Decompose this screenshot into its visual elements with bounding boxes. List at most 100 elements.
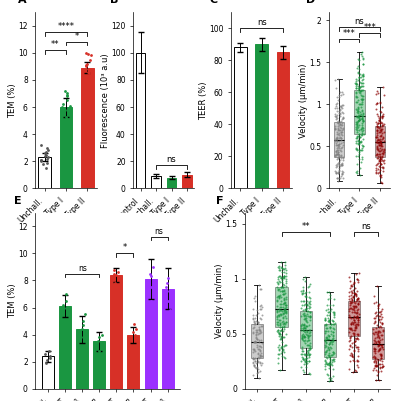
- Point: [377, 364, 383, 370]
- Point: [281, 290, 288, 297]
- Point: [334, 128, 340, 135]
- Point: [281, 306, 287, 312]
- Point: [347, 337, 353, 344]
- Point: [322, 344, 328, 350]
- Point: [370, 345, 377, 352]
- Point: [306, 341, 312, 348]
- Point: [300, 284, 307, 290]
- Point: [249, 372, 256, 379]
- Point: [353, 320, 359, 327]
- Point: [376, 377, 382, 383]
- Point: [354, 288, 361, 294]
- Point: [339, 122, 345, 128]
- Point: [279, 300, 286, 307]
- Point: [302, 325, 309, 332]
- Point: [94, 342, 100, 349]
- Point: [323, 324, 329, 331]
- Point: [355, 89, 362, 95]
- Point: [275, 327, 281, 333]
- Point: [277, 267, 284, 273]
- Point: [275, 318, 281, 325]
- Point: [355, 105, 361, 111]
- Point: [359, 113, 365, 119]
- Point: [249, 305, 256, 312]
- Point: [300, 327, 306, 333]
- Point: [346, 293, 353, 300]
- Point: [301, 316, 307, 322]
- Point: [256, 282, 262, 288]
- Point: [327, 339, 333, 346]
- Point: [350, 280, 357, 286]
- Point: [353, 368, 359, 375]
- Bar: [234, 47, 247, 188]
- Point: [116, 274, 123, 281]
- Point: [275, 312, 281, 318]
- Point: [354, 170, 360, 176]
- Point: [334, 174, 340, 181]
- Point: [360, 55, 366, 62]
- Point: [306, 357, 312, 364]
- Text: **: **: [51, 40, 59, 49]
- Point: [348, 281, 354, 288]
- Point: [298, 358, 304, 364]
- Point: [350, 287, 356, 294]
- Point: [356, 156, 362, 162]
- Point: [355, 269, 362, 276]
- Point: [378, 352, 384, 359]
- Point: [328, 321, 334, 327]
- Point: [250, 356, 256, 363]
- Point: [298, 298, 304, 305]
- Point: [128, 342, 135, 349]
- Point: [45, 154, 51, 160]
- Point: [353, 293, 359, 299]
- Point: [360, 61, 366, 67]
- Point: [377, 142, 383, 148]
- Point: [277, 306, 284, 313]
- Point: [377, 124, 383, 130]
- Point: [274, 321, 280, 327]
- Point: [377, 107, 384, 114]
- Point: [373, 340, 379, 346]
- Point: [338, 152, 344, 158]
- Point: [377, 355, 384, 361]
- Point: [349, 319, 355, 325]
- Point: [303, 355, 309, 361]
- Point: [304, 347, 310, 354]
- Point: [337, 163, 343, 169]
- Point: [340, 138, 346, 145]
- Point: [336, 160, 342, 167]
- Point: [333, 161, 339, 168]
- Point: [327, 375, 334, 381]
- Point: [355, 63, 361, 69]
- Point: [274, 328, 280, 334]
- Point: [372, 354, 378, 360]
- Point: [84, 79, 90, 86]
- Point: [355, 305, 361, 312]
- Point: [348, 315, 354, 321]
- Point: [331, 312, 337, 318]
- Point: [256, 336, 262, 343]
- Point: [373, 91, 379, 97]
- Point: [302, 325, 309, 331]
- Point: [333, 112, 339, 119]
- Point: [353, 135, 359, 141]
- Point: [335, 126, 341, 132]
- Point: [333, 142, 339, 148]
- Point: [349, 308, 355, 315]
- Point: [348, 304, 354, 311]
- Point: [355, 69, 361, 76]
- Point: [360, 55, 366, 61]
- Point: [329, 339, 335, 345]
- Point: [354, 310, 360, 316]
- Point: [338, 162, 345, 168]
- Point: [354, 65, 361, 72]
- Bar: [38, 157, 51, 188]
- Point: [254, 356, 260, 362]
- Point: [322, 330, 328, 336]
- Point: [380, 158, 386, 164]
- Point: [60, 304, 67, 311]
- Point: [351, 337, 358, 344]
- Point: [281, 320, 287, 326]
- Point: [378, 332, 385, 338]
- Point: [251, 321, 258, 327]
